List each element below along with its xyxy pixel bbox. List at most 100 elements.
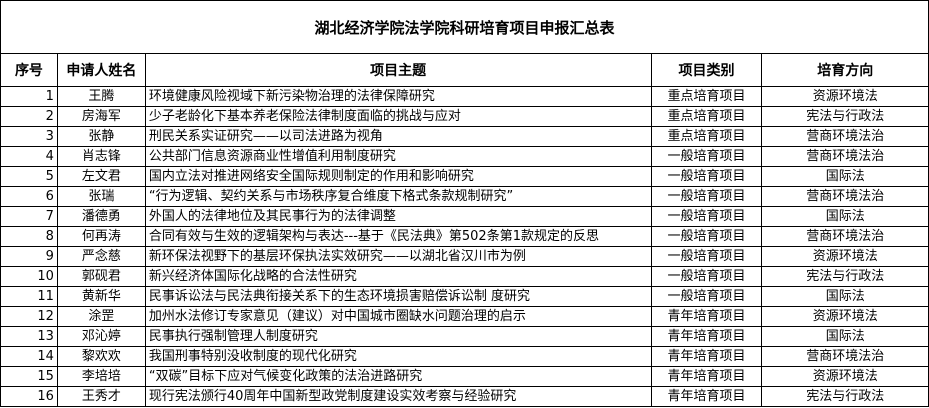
table-row: 2 房海军 少子老龄化下基本养老保险法律制度面临的挑战与应对 重点培育项目 宪法与行政法 <box>0 106 929 127</box>
cell-name[interactable]: 黄新华 <box>56 286 146 307</box>
cell-type[interactable]: 重点培育项目 <box>650 126 763 147</box>
cell-name[interactable]: 黎欢欢 <box>56 346 146 367</box>
cell-direction[interactable]: 资源环境法 <box>761 306 929 327</box>
cell-direction[interactable]: 宪法与行政法 <box>761 386 929 407</box>
table-row: 5 左文君 国内立法对推进网络安全国际规则制定的作用和影响研究 一般培育项目 国际法 <box>0 166 929 187</box>
cell-name[interactable]: 郭砚君 <box>56 266 146 287</box>
cell-topic[interactable]: 新环保法视野下的基层环保执法实效研究——以湖北省汉川市为例 <box>144 246 652 267</box>
cell-name[interactable]: 张静 <box>56 126 146 147</box>
table-row: 14 黎欢欢 我国刑事特别没收制度的现代化研究 青年培育项目 营商环境法治 <box>0 346 929 367</box>
cell-name[interactable]: 房海军 <box>56 106 146 127</box>
table-row: 9 严念慈 新环保法视野下的基层环保执法实效研究——以湖北省汉川市为例 一般培育项目资… <box>0 246 929 267</box>
header-topic[interactable]: 项目主题 <box>144 53 652 87</box>
cell-no[interactable]: 14 <box>0 346 58 367</box>
cell-type[interactable]: 一般培育项目 <box>650 206 763 227</box>
cell-direction[interactable]: 资源环境法 <box>761 246 929 267</box>
cell-no[interactable]: 13 <box>0 326 58 347</box>
cell-no[interactable]: 1 <box>0 86 58 107</box>
cell-no[interactable]: 10 <box>0 266 58 287</box>
header-name[interactable]: 申请人姓名 <box>56 53 146 87</box>
cell-topic[interactable]: “行为逻辑、契约关系与市场秩序复合维度下格式条款规制研究” <box>144 186 652 207</box>
cell-direction[interactable]: 营商环境法治 <box>761 346 929 367</box>
cell-no[interactable]: 12 <box>0 306 58 327</box>
cell-name[interactable]: 王秀才 <box>56 386 146 407</box>
cell-no[interactable]: 9 <box>0 246 58 267</box>
table-row: 12 涂罡 加州水法修订专家意见（建议）对中国城市圈缺水问题治理的启示 青年培育项目资… <box>0 306 929 327</box>
cell-type[interactable]: 一般培育项目 <box>650 246 763 267</box>
cell-topic[interactable]: 现行宪法颁行40周年中国新型政党制度建设实效考察与经验研究 <box>144 386 652 407</box>
cell-name[interactable]: 何再涛 <box>56 226 146 247</box>
cell-name[interactable]: 涂罡 <box>56 306 146 327</box>
cell-type[interactable]: 一般培育项目 <box>650 146 763 167</box>
cell-no[interactable]: 6 <box>0 186 58 207</box>
cell-name[interactable]: 邓沁婷 <box>56 326 146 347</box>
cell-topic[interactable]: 加州水法修订专家意见（建议）对中国城市圈缺水问题治理的启示 <box>144 306 652 327</box>
cell-type[interactable]: 一般培育项目 <box>650 286 763 307</box>
cell-type[interactable]: 一般培育项目 <box>650 166 763 187</box>
cell-type[interactable]: 青年培育项目 <box>650 386 763 407</box>
cell-no[interactable]: 15 <box>0 366 58 387</box>
cell-direction[interactable]: 宪法与行政法 <box>761 266 929 287</box>
cell-direction[interactable]: 国际法 <box>761 206 929 227</box>
table-row: 10 郭砚君 新兴经济体国际化战略的合法性研究 一般培育项目 宪法与行政法 <box>0 266 929 287</box>
table-row: 11 黄新华 民事诉讼法与民法典衔接关系下的生态环境损害赔偿诉讼制 度研究 一般培育项… <box>0 286 929 307</box>
cell-direction[interactable]: 国际法 <box>761 326 929 347</box>
cell-type[interactable]: 青年培育项目 <box>650 366 763 387</box>
cell-name[interactable]: 左文君 <box>56 166 146 187</box>
cell-direction[interactable]: 国际法 <box>761 166 929 187</box>
cell-no[interactable]: 4 <box>0 146 58 167</box>
cell-type[interactable]: 一般培育项目 <box>650 266 763 287</box>
cell-direction[interactable]: 资源环境法 <box>761 366 929 387</box>
cell-name[interactable]: 张瑞 <box>56 186 146 207</box>
cell-type[interactable]: 重点培育项目 <box>650 106 763 127</box>
cell-name[interactable]: 王腾 <box>56 86 146 107</box>
cell-direction[interactable]: 营商环境法治 <box>761 186 929 207</box>
cell-name[interactable]: 肖志锋 <box>56 146 146 167</box>
header-type[interactable]: 项目类别 <box>650 53 763 87</box>
cell-topic[interactable]: 合同有效与生效的逻辑架构与表达---基于《民法典》第502条第1款规定的反思 <box>144 226 652 247</box>
cell-no[interactable]: 5 <box>0 166 58 187</box>
cell-topic[interactable]: 公共部门信息资源商业性增值利用制度研究 <box>144 146 652 167</box>
cell-topic[interactable]: 民事执行强制管理人制度研究 <box>144 326 652 347</box>
cell-type[interactable]: 重点培育项目 <box>650 86 763 107</box>
cell-type[interactable]: 青年培育项目 <box>650 306 763 327</box>
cell-topic[interactable]: 环境健康风险视域下新污染物治理的法律保障研究 <box>144 86 652 107</box>
cell-topic[interactable]: 我国刑事特别没收制度的现代化研究 <box>144 346 652 367</box>
cell-type[interactable]: 一般培育项目 <box>650 186 763 207</box>
cell-topic[interactable]: 少子老龄化下基本养老保险法律制度面临的挑战与应对 <box>144 106 652 127</box>
cell-name[interactable]: 潘德勇 <box>56 206 146 227</box>
cell-direction[interactable]: 营商环境法治 <box>761 126 929 147</box>
cell-direction[interactable]: 营商环境法治 <box>761 146 929 167</box>
table-row: 1 王腾 环境健康风险视域下新污染物治理的法律保障研究 重点培育项目 资源环境法 <box>0 86 929 107</box>
cell-name[interactable]: 严念慈 <box>56 246 146 267</box>
cell-topic[interactable]: 外国人的法律地位及其民事行为的法律调整 <box>144 206 652 227</box>
cell-topic[interactable]: 民事诉讼法与民法典衔接关系下的生态环境损害赔偿诉讼制 度研究 <box>144 286 652 307</box>
cell-type[interactable]: 一般培育项目 <box>650 226 763 247</box>
cell-no[interactable]: 8 <box>0 226 58 247</box>
cell-direction[interactable]: 营商环境法治 <box>761 226 929 247</box>
cell-direction[interactable]: 宪法与行政法 <box>761 106 929 127</box>
cell-type[interactable]: 青年培育项目 <box>650 346 763 367</box>
table-row: 13 邓沁婷 民事执行强制管理人制度研究 青年培育项目 国际法 <box>0 326 929 347</box>
cell-no[interactable]: 11 <box>0 286 58 307</box>
header-no[interactable]: 序号 <box>0 53 58 87</box>
cell-type[interactable]: 青年培育项目 <box>650 326 763 347</box>
table-row: 15 李培培 “双碳”目标下应对气候变化政策的法治进路研究 青年培育项目 资源环境法 <box>0 366 929 387</box>
table-row: 4 肖志锋 公共部门信息资源商业性增值利用制度研究 一般培育项目 营商环境法治 <box>0 146 929 167</box>
table-row: 3 张静 刑民关系实证研究——以司法进路为视角 重点培育项目 营商环境法治 <box>0 126 929 147</box>
cell-topic[interactable]: 新兴经济体国际化战略的合法性研究 <box>144 266 652 287</box>
sheet-title: 湖北经济学院法学院科研培育项目申报汇总表 <box>0 0 929 54</box>
cell-topic[interactable]: “双碳”目标下应对气候变化政策的法治进路研究 <box>144 366 652 387</box>
cell-name[interactable]: 李培培 <box>56 366 146 387</box>
cell-no[interactable]: 16 <box>0 386 58 407</box>
table-row: 16 王秀才 现行宪法颁行40周年中国新型政党制度建设实效考察与经验研究 青年培育项目… <box>0 386 929 407</box>
cell-no[interactable]: 3 <box>0 126 58 147</box>
cell-no[interactable]: 2 <box>0 106 58 127</box>
cell-direction[interactable]: 资源环境法 <box>761 86 929 107</box>
table-row: 6 张瑞 “行为逻辑、契约关系与市场秩序复合维度下格式条款规制研究” 一般培育项目 营商… <box>0 186 929 207</box>
cell-no[interactable]: 7 <box>0 206 58 227</box>
cell-direction[interactable]: 国际法 <box>761 286 929 307</box>
cell-topic[interactable]: 刑民关系实证研究——以司法进路为视角 <box>144 126 652 147</box>
cell-topic[interactable]: 国内立法对推进网络安全国际规则制定的作用和影响研究 <box>144 166 652 187</box>
header-direction[interactable]: 培育方向 <box>761 53 929 87</box>
